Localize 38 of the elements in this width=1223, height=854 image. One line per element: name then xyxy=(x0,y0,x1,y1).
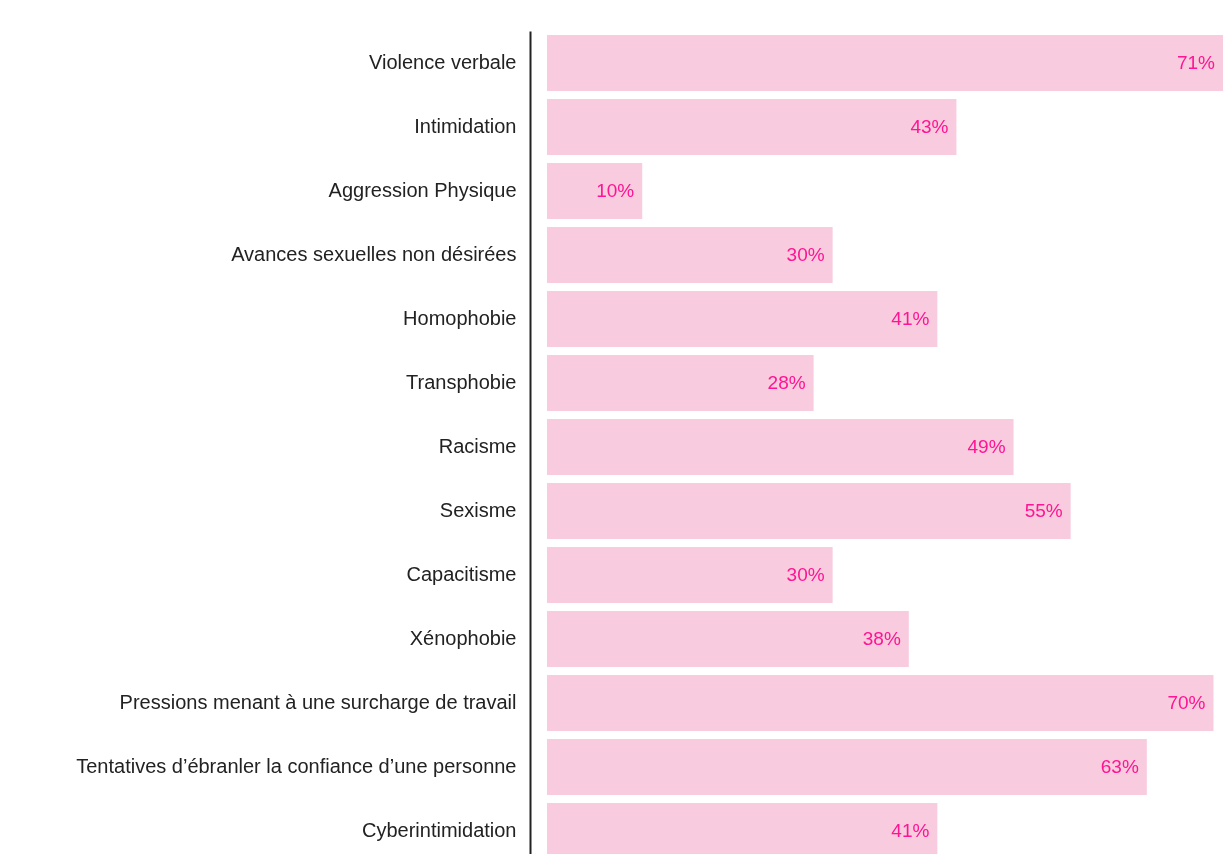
bar xyxy=(547,547,833,603)
bar xyxy=(547,675,1214,731)
y-tick-label: Racisme xyxy=(438,435,517,457)
data-label: 71% xyxy=(1176,52,1216,73)
bar xyxy=(547,99,957,155)
y-tick-label: Cyberintimidation xyxy=(361,819,517,841)
data-label: 10% xyxy=(596,180,635,201)
bar xyxy=(547,291,938,347)
data-label: 43% xyxy=(910,116,949,137)
y-tick-label: Avances sexuelles non désirées xyxy=(231,243,517,265)
bar xyxy=(547,739,1147,795)
bar xyxy=(547,163,643,219)
data-label: 63% xyxy=(1100,756,1139,777)
bar xyxy=(547,611,909,667)
y-tick-label: Homophobie xyxy=(403,307,517,329)
data-label: 28% xyxy=(767,372,806,393)
data-label: 41% xyxy=(891,820,930,841)
data-label: 41% xyxy=(891,308,930,329)
data-label: 55% xyxy=(1024,500,1063,521)
y-tick-label: Sexisme xyxy=(439,499,517,521)
data-label: 49% xyxy=(967,436,1006,457)
data-label: 30% xyxy=(786,564,825,585)
y-tick-label: Pressions menant à une surcharge de travail xyxy=(119,691,517,713)
y-tick-label: Violence verbale xyxy=(368,51,517,73)
y-tick-label: Aggression Physique xyxy=(328,179,517,201)
y-tick-label: Capacitisme xyxy=(406,563,517,585)
y-tick-label: Xénophobie xyxy=(409,627,517,649)
y-tick-label: Transphobie xyxy=(406,371,517,393)
bar xyxy=(547,483,1071,539)
bar xyxy=(547,227,833,283)
y-tick-label: Intimidation xyxy=(414,115,517,137)
bar xyxy=(547,355,814,411)
data-label: 70% xyxy=(1167,692,1206,713)
data-label: 30% xyxy=(786,244,825,265)
data-label: 38% xyxy=(862,628,901,649)
y-tick-label: Tentatives d’ébranler la confiance d’une personne xyxy=(76,755,517,777)
bar xyxy=(547,35,1223,91)
bar xyxy=(547,419,1014,475)
